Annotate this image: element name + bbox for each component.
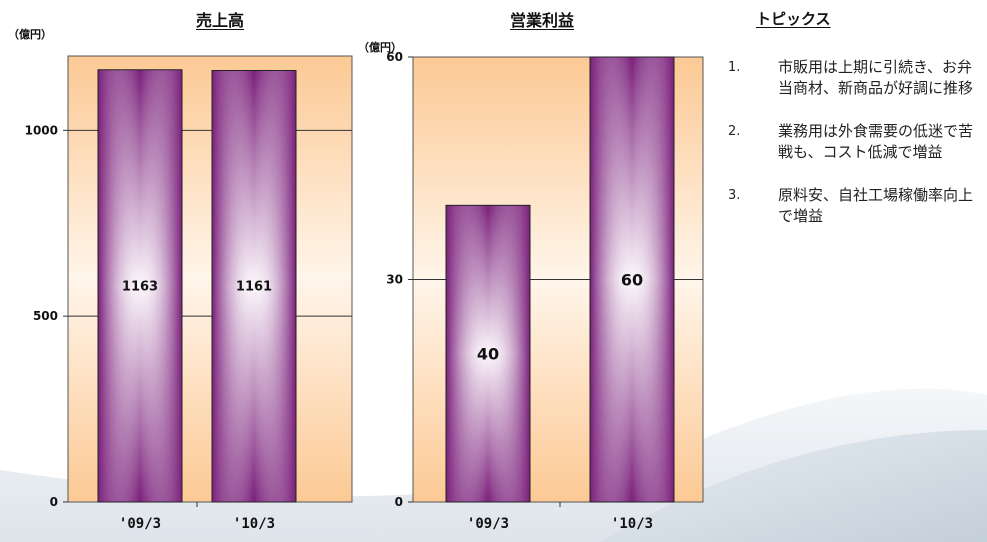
profit-y-tick-label: 60	[386, 50, 403, 64]
sales-data-label: 1161	[236, 280, 272, 295]
sales-chart: 0 500 1000 1163 '09/3 1161 '10/3	[25, 55, 353, 532]
topics-title: トピックス	[756, 10, 831, 28]
sales-bar-shade	[211, 69, 297, 503]
sales-data-label: 1163	[122, 279, 158, 294]
sales-y-tick-label: 0	[50, 495, 58, 509]
sales-chart-title: 売上高	[196, 11, 245, 30]
sales-category-label: '09/3	[119, 516, 161, 532]
operating-profit-chart: 0 30 60 40 '09/3 60 '10/3	[386, 50, 704, 532]
topic-number: 2.	[728, 124, 741, 139]
sales-y-tick-label: 500	[33, 309, 58, 323]
topic-text: 原料安、自社工場稼働率向上で増益	[778, 186, 974, 225]
sales-unit-label: （億円）	[8, 28, 52, 41]
topic-text: 業務用は外食需要の低迷で苦戦も、コスト低減で増益	[778, 122, 974, 161]
profit-bar-shade	[445, 204, 531, 503]
sales-y-tick-label: 1000	[25, 123, 58, 137]
profit-category-label: '09/3	[467, 516, 509, 532]
profit-y-tick-label: 0	[395, 495, 403, 509]
topic-item: 3. 原料安、自社工場稼働率向上で増益	[728, 185, 983, 227]
topics-list: 1. 市販用は上期に引続き、お弁当商材、新商品が好調に推移 2. 業務用は外食需…	[728, 57, 983, 249]
topic-text: 市販用は上期に引続き、お弁当商材、新商品が好調に推移	[778, 58, 974, 97]
profit-bar-shade	[589, 56, 675, 503]
topic-number: 3.	[728, 188, 741, 203]
topic-item: 1. 市販用は上期に引続き、お弁当商材、新商品が好調に推移	[728, 57, 983, 99]
operating-profit-chart-title: 営業利益	[510, 11, 575, 30]
sales-category-label: '10/3	[233, 516, 275, 532]
profit-data-label: 60	[621, 271, 643, 290]
topic-number: 1.	[728, 60, 741, 75]
topic-item: 2. 業務用は外食需要の低迷で苦戦も、コスト低減で増益	[728, 121, 983, 163]
sales-bar-shade	[97, 69, 183, 503]
profit-data-label: 40	[477, 345, 499, 364]
profit-y-tick-label: 30	[386, 273, 403, 287]
operating-profit-unit-label: （億円）	[358, 41, 402, 54]
profit-category-label: '10/3	[611, 516, 653, 532]
